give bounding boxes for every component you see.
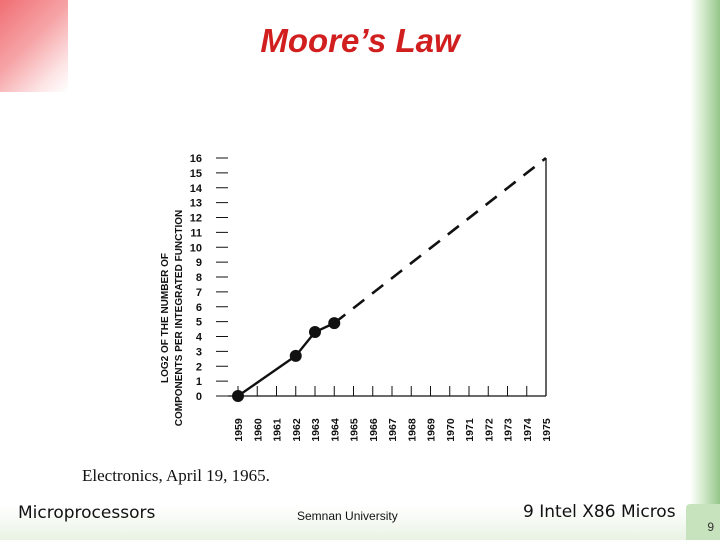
y-tick-label: 9 (196, 257, 202, 269)
slide-title: Moore’s Law (260, 22, 460, 59)
x-tick-label: 1960 (252, 418, 264, 442)
y-tick-label: 4 (196, 332, 203, 344)
y-tick-label: 13 (190, 198, 202, 210)
x-tick-label: 1971 (464, 418, 476, 442)
x-tick-label: 1967 (387, 418, 399, 442)
y-tick-label: 1 (196, 376, 202, 388)
y-axis-label: LOG2 OF THE NUMBER OF COMPONENTS PER INT… (160, 210, 185, 426)
moores-law-chart: LOG2 OF THE NUMBER OF COMPONENTS PER INT… (160, 153, 553, 442)
footer-section: 9 Intel X86 Micros (523, 502, 676, 522)
plot-area (232, 156, 547, 402)
y-tick-label: 0 (196, 391, 202, 403)
footer-section-title: Intel X86 Micros (539, 502, 676, 522)
footer-section-number: 9 (523, 502, 534, 522)
x-tick-label: 1973 (503, 418, 515, 442)
x-tick-label: 1975 (541, 418, 553, 442)
x-tick-label: 1966 (368, 418, 380, 442)
y-tick-label: 15 (190, 168, 202, 180)
source-caption: Electronics, April 19, 1965. (82, 466, 270, 485)
x-tick-label: 1959 (233, 418, 245, 442)
data-point (309, 326, 321, 339)
y-tick-label: 6 (196, 302, 202, 314)
x-tick-label: 1974 (522, 418, 534, 442)
y-tick-label: 11 (190, 227, 202, 239)
x-tick-label: 1969 (426, 418, 438, 442)
y-tick-label: 10 (190, 242, 202, 254)
top-left-decoration (0, 0, 68, 92)
footer-course-name: Microprocessors (18, 503, 156, 523)
slide-number: 9 (707, 520, 714, 534)
x-tick-label: 1965 (349, 418, 361, 442)
series-extrapolation-line (333, 156, 547, 325)
right-side-decoration (690, 0, 720, 540)
y-axis-label-line1: LOG2 OF THE NUMBER OF (160, 253, 171, 383)
series-observed-line (237, 322, 335, 397)
y-axis-label-line2: COMPONENTS PER INTEGRATED FUNCTION (174, 210, 185, 426)
x-tick-label: 1968 (406, 418, 418, 442)
y-tick-label: 7 (196, 287, 202, 299)
y-tick-label: 14 (190, 183, 203, 195)
y-tick-label: 16 (190, 153, 202, 165)
data-point (232, 390, 244, 402)
y-tick-label: 2 (196, 361, 202, 373)
bottom-decoration (0, 506, 720, 540)
x-tick-label: 1972 (483, 418, 495, 442)
x-tick-label: 1964 (329, 418, 341, 442)
y-tick-label: 5 (196, 317, 202, 329)
y-tick-label: 12 (190, 213, 202, 225)
bottom-right-decoration (686, 504, 720, 540)
x-tick-label: 1962 (291, 418, 303, 442)
x-tick-label: 1961 (272, 418, 284, 442)
y-tick-label: 3 (196, 346, 202, 358)
x-tick-label: 1963 (310, 418, 322, 442)
y-tick-label: 8 (196, 272, 202, 284)
footer-university: Semnan University (297, 509, 398, 523)
x-tick-label: 1970 (445, 418, 457, 442)
data-point (289, 349, 302, 362)
